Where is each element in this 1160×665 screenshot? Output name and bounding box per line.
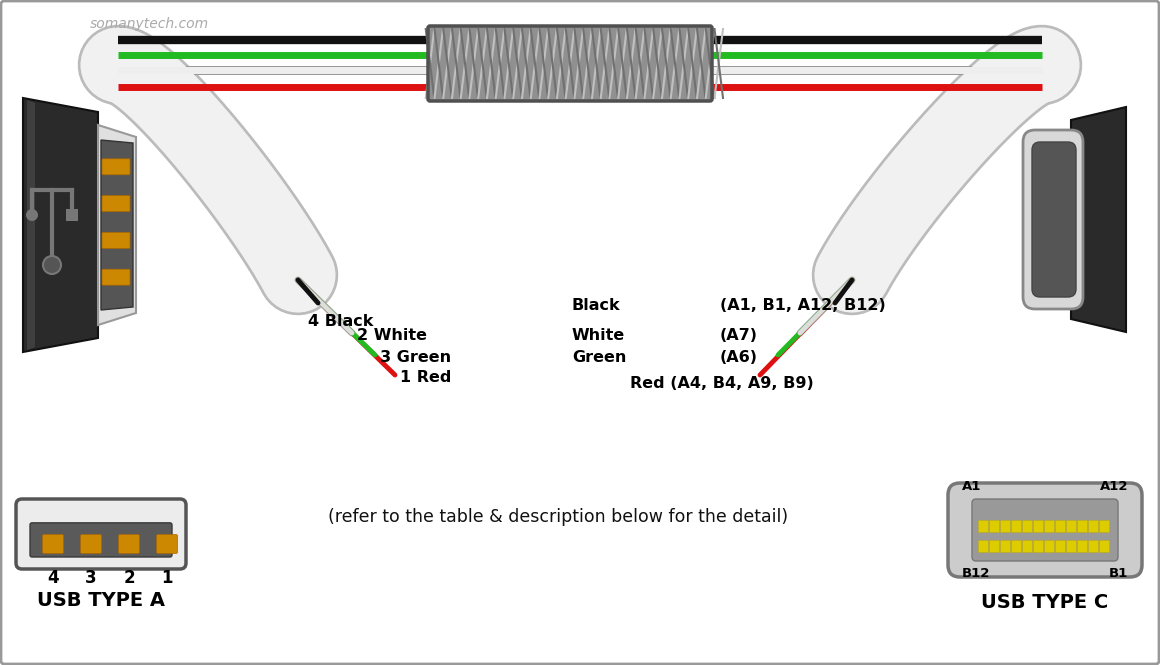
FancyBboxPatch shape [102,269,130,285]
Circle shape [43,256,61,274]
Polygon shape [101,140,133,310]
Text: 4: 4 [48,569,59,587]
Polygon shape [97,125,136,325]
FancyBboxPatch shape [948,483,1141,577]
FancyBboxPatch shape [102,196,130,211]
FancyBboxPatch shape [1022,541,1032,553]
Text: Black: Black [572,297,621,313]
FancyBboxPatch shape [1022,521,1032,533]
Text: B1: B1 [1109,567,1128,580]
FancyBboxPatch shape [16,499,186,569]
FancyBboxPatch shape [1000,541,1010,553]
FancyBboxPatch shape [1000,521,1010,533]
FancyBboxPatch shape [1066,541,1076,553]
Text: Red (A4, B4, A9, B9): Red (A4, B4, A9, B9) [630,376,814,390]
FancyBboxPatch shape [1078,541,1087,553]
FancyBboxPatch shape [1012,521,1022,533]
FancyBboxPatch shape [80,535,102,553]
Text: 4 Black: 4 Black [309,313,374,329]
FancyBboxPatch shape [972,499,1118,561]
Bar [66,209,78,221]
Text: 2 White: 2 White [357,327,427,342]
Text: Green: Green [572,350,626,364]
FancyBboxPatch shape [989,521,1000,533]
FancyBboxPatch shape [1012,541,1022,553]
FancyBboxPatch shape [1100,521,1109,533]
FancyBboxPatch shape [118,535,139,553]
Text: White: White [572,327,625,342]
FancyBboxPatch shape [1044,521,1054,533]
FancyBboxPatch shape [1088,541,1099,553]
FancyBboxPatch shape [1088,521,1099,533]
FancyBboxPatch shape [1023,130,1083,309]
Text: (refer to the table & description below for the detail): (refer to the table & description below … [328,508,788,526]
FancyBboxPatch shape [979,521,988,533]
FancyBboxPatch shape [1100,541,1109,553]
FancyBboxPatch shape [1066,521,1076,533]
Text: A12: A12 [1100,480,1128,493]
Text: B12: B12 [962,567,991,580]
Text: 1 Red: 1 Red [400,370,451,384]
Text: (A7): (A7) [720,327,757,342]
Circle shape [26,209,38,221]
FancyBboxPatch shape [157,535,177,553]
FancyBboxPatch shape [102,232,130,249]
Text: 3 Green: 3 Green [380,350,451,364]
FancyBboxPatch shape [1056,521,1066,533]
FancyBboxPatch shape [1032,142,1076,297]
Text: somanytech.com: somanytech.com [90,17,209,31]
FancyBboxPatch shape [1078,521,1087,533]
Text: USB TYPE C: USB TYPE C [981,593,1109,612]
Polygon shape [1071,107,1126,332]
FancyBboxPatch shape [1056,541,1066,553]
Polygon shape [23,98,97,352]
Text: (A1, B1, A12, B12): (A1, B1, A12, B12) [720,297,886,313]
FancyBboxPatch shape [43,535,64,553]
Polygon shape [27,100,35,350]
Text: 3: 3 [85,569,96,587]
Text: (A6): (A6) [720,350,757,364]
Text: A1: A1 [962,480,981,493]
Text: 1: 1 [161,569,173,587]
FancyBboxPatch shape [979,541,988,553]
FancyBboxPatch shape [30,523,172,557]
FancyBboxPatch shape [1034,521,1044,533]
Text: USB TYPE A: USB TYPE A [37,591,165,610]
FancyBboxPatch shape [1034,541,1044,553]
FancyBboxPatch shape [989,541,1000,553]
Text: 2: 2 [123,569,135,587]
FancyBboxPatch shape [428,26,712,101]
FancyBboxPatch shape [102,159,130,175]
FancyBboxPatch shape [1044,541,1054,553]
